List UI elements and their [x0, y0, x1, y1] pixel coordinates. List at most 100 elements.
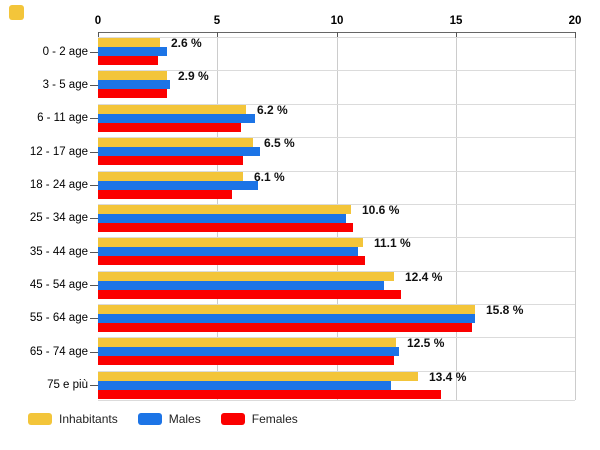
bar-value-label: 10.6 % [362, 202, 400, 217]
y-axis-category-label: 3 - 5 age [42, 78, 88, 91]
bar-females[interactable] [98, 189, 232, 199]
y-axis-category-label: 6 - 11 age [37, 112, 88, 125]
bar-males[interactable] [98, 280, 384, 290]
bar-value-label: 6.5 % [264, 136, 295, 151]
bar-value-label: 12.5 % [407, 336, 445, 351]
x-axis-tick [575, 32, 576, 38]
legend-label: Inhabitants [59, 412, 118, 426]
x-axis-tick-label: 20 [568, 15, 582, 27]
y-axis-category-label: 35 - 44 age [29, 245, 88, 258]
y-axis-tick [90, 151, 98, 153]
bar-females[interactable] [98, 89, 167, 99]
plot-bottom-border [98, 400, 575, 401]
x-axis-tick [456, 32, 457, 38]
bar-males[interactable] [98, 113, 255, 123]
bar-inhabitants[interactable] [98, 71, 167, 81]
legend: Inhabitants Males Females [28, 412, 298, 426]
bar-inhabitants[interactable] [98, 138, 253, 148]
y-axis-tick [90, 218, 98, 220]
bar-value-label: 13.4 % [429, 369, 467, 384]
legend-label: Females [251, 412, 298, 426]
bar-females[interactable] [98, 322, 472, 332]
bar-females[interactable] [98, 222, 353, 232]
bar-inhabitants[interactable] [98, 338, 396, 348]
bar-inhabitants[interactable] [98, 238, 363, 248]
bar-females[interactable] [98, 289, 401, 299]
x-axis-tick [337, 32, 338, 38]
bar-value-label: 15.8 % [486, 302, 524, 317]
bar-value-label: 6.2 % [257, 102, 288, 117]
horizontal-gridline [98, 370, 575, 372]
y-axis-tick [90, 51, 98, 53]
horizontal-gridline [98, 170, 575, 172]
bar-females[interactable] [98, 56, 158, 65]
bar-value-label: 2.6 % [171, 36, 202, 50]
horizontal-gridline [98, 203, 575, 205]
y-axis-category-label: 25 - 34 age [29, 212, 88, 225]
x-axis-tick-label: 10 [330, 15, 344, 27]
y-axis-tick [90, 251, 98, 253]
bar-males[interactable] [98, 347, 399, 357]
bar-value-label: 11.1 % [374, 236, 411, 251]
horizontal-gridline [98, 270, 575, 272]
bar-inhabitants[interactable] [98, 171, 243, 181]
horizontal-gridline [98, 237, 575, 239]
vertical-gridline [575, 33, 576, 400]
bar-inhabitants[interactable] [98, 371, 418, 381]
horizontal-gridline [98, 103, 575, 105]
bar-inhabitants[interactable] [98, 271, 394, 281]
y-axis-category-label: 75 e più [47, 379, 88, 392]
bar-value-label: 12.4 % [405, 269, 443, 284]
bar-males[interactable] [98, 247, 358, 257]
horizontal-gridline [98, 37, 575, 38]
bar-males[interactable] [98, 147, 260, 157]
legend-item-inhabitants[interactable]: Inhabitants [28, 412, 118, 426]
bar-females[interactable] [98, 356, 394, 366]
horizontal-gridline [98, 303, 575, 305]
legend-swatch-females [220, 413, 245, 425]
horizontal-gridline [98, 337, 575, 339]
legend-swatch-males [137, 413, 162, 425]
bar-males[interactable] [98, 80, 170, 90]
bar-males[interactable] [98, 47, 167, 56]
y-axis-tick [90, 385, 98, 387]
yellow-square-icon [9, 5, 24, 20]
x-axis-tick [98, 32, 99, 38]
y-axis-tick [90, 351, 98, 353]
bar-females[interactable] [98, 389, 441, 399]
legend-label: Males [168, 412, 201, 426]
bar-males[interactable] [98, 213, 346, 223]
bar-females[interactable] [98, 122, 241, 132]
y-axis-category-label: 12 - 17 age [29, 145, 88, 158]
vertical-gridline [456, 33, 457, 400]
bar-value-label: 2.9 % [178, 69, 209, 84]
bar-females[interactable] [98, 156, 243, 166]
legend-swatch-inhabitants [28, 413, 52, 425]
bar-females[interactable] [98, 256, 365, 266]
y-axis-category-label: 45 - 54 age [29, 279, 88, 291]
y-axis-category-label: 65 - 74 age [29, 345, 88, 358]
y-axis-category-label: 0 - 2 age [42, 45, 88, 58]
bar-males[interactable] [98, 313, 475, 323]
bar-value-label: 6.1 % [254, 169, 285, 184]
legend-item-males[interactable]: Males [137, 412, 201, 426]
legend-item-females[interactable]: Females [220, 412, 298, 426]
y-axis-tick [90, 185, 98, 186]
bar-inhabitants[interactable] [98, 204, 351, 214]
bar-inhabitants[interactable] [98, 104, 246, 114]
y-axis-category-label: 18 - 24 age [29, 179, 88, 191]
y-axis-tick [90, 118, 98, 120]
x-axis-tick [217, 32, 218, 38]
y-axis-tick [90, 285, 98, 286]
y-axis-tick [90, 84, 98, 86]
bar-males[interactable] [98, 180, 258, 190]
bar-inhabitants[interactable] [98, 38, 160, 47]
y-axis-category-label: 55 - 64 age [29, 312, 88, 325]
bar-males[interactable] [98, 380, 391, 390]
x-axis-tick-label: 0 [94, 15, 102, 27]
x-axis-tick-label: 15 [449, 15, 463, 27]
horizontal-gridline [98, 70, 575, 72]
bar-inhabitants[interactable] [98, 304, 475, 314]
